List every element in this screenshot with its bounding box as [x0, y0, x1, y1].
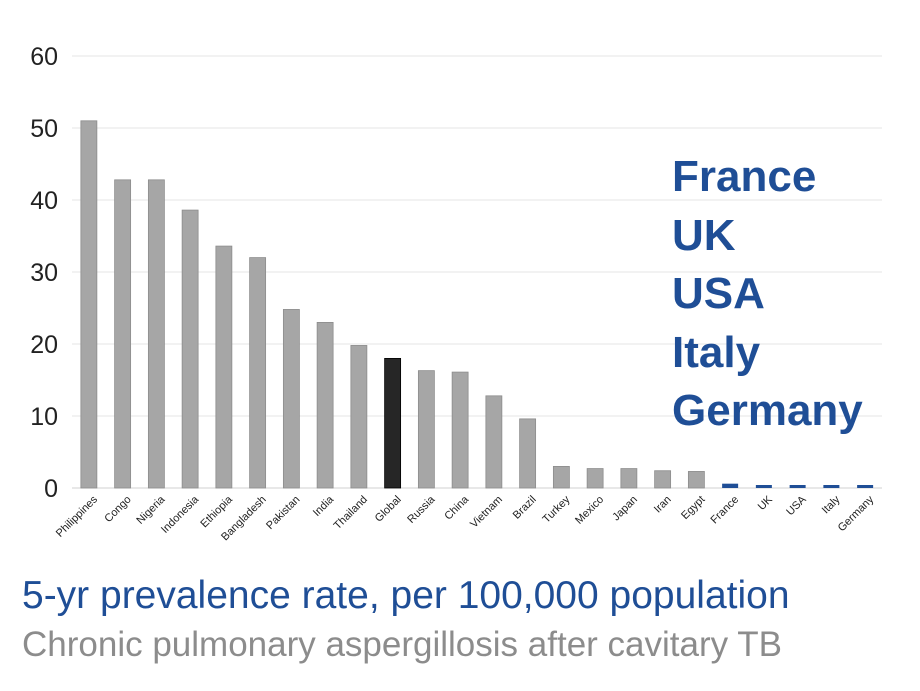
bar-iran: [654, 470, 672, 489]
x-tick-label: Turkey: [541, 493, 573, 525]
bar-russia: [417, 370, 435, 489]
x-tick-label: Iran: [652, 494, 674, 516]
y-axis-tick-labels: 0 10 20 30 40 50 60: [30, 43, 58, 503]
bar-global: [384, 357, 402, 489]
x-tick-label: Indonesia: [159, 493, 202, 536]
bar-mexico: [586, 468, 604, 489]
x-tick-label: Egypt: [679, 494, 707, 522]
x-tick-label: Mexico: [573, 494, 606, 527]
chart-caption-main: 5-yr prevalence rate, per 100,000 popula…: [22, 574, 790, 617]
bar-india: [316, 321, 334, 489]
x-tick-label: Thailand: [332, 494, 370, 532]
x-tick-label: Congo: [102, 494, 133, 525]
x-tick-label: Philippines: [54, 493, 100, 539]
callout-country: UK: [672, 210, 736, 260]
x-tick-label: USA: [784, 493, 809, 518]
bar-pakistan: [282, 309, 300, 489]
y-tick-label: 20: [30, 331, 58, 359]
gridlines: [72, 55, 882, 489]
bar-bangladesh: [249, 257, 267, 489]
y-tick-label: 60: [30, 43, 58, 71]
bar-france: [722, 483, 739, 488]
x-tick-label: India: [311, 493, 337, 519]
bar-ethiopia: [215, 245, 233, 489]
bar-japan: [620, 468, 638, 489]
x-tick-label: Global: [373, 494, 404, 525]
bar-philippines: [80, 120, 98, 489]
bar-uk: [755, 485, 772, 488]
bar-nigeria: [147, 179, 165, 489]
bar-china: [451, 371, 469, 489]
y-tick-label: 10: [30, 403, 58, 431]
callout-country: Germany: [672, 386, 863, 435]
x-tick-label: Vietnam: [468, 494, 505, 531]
bar-italy: [823, 485, 840, 488]
x-tick-label: Pakistan: [264, 494, 302, 532]
bar-usa: [789, 485, 806, 488]
chart-caption-sub: Chronic pulmonary aspergillosis after ca…: [22, 625, 782, 664]
bar-turkey: [552, 465, 570, 489]
bar-brazil: [519, 418, 537, 489]
y-tick-label: 0: [44, 475, 58, 503]
x-tick-label: UK: [756, 493, 776, 513]
bar-congo: [114, 179, 132, 489]
callout-country-list: France UK USA Italy Germany: [672, 148, 863, 441]
x-tick-label: Russia: [405, 493, 438, 526]
bar-germany: [857, 485, 874, 488]
bar-indonesia: [181, 209, 199, 489]
x-tick-label: Nigeria: [134, 493, 168, 527]
x-tick-label: France: [709, 494, 742, 527]
callout-country: Italy: [672, 327, 761, 377]
x-tick-label: Germany: [836, 493, 877, 534]
bar-egypt: [687, 471, 705, 489]
x-tick-label: Italy: [820, 493, 843, 516]
y-tick-label: 50: [30, 115, 58, 143]
callout-country: USA: [672, 269, 765, 318]
x-tick-label: Brazil: [511, 494, 539, 522]
x-tick-label: Japan: [610, 494, 640, 524]
x-tick-label: China: [442, 493, 471, 522]
bar-thailand: [350, 345, 368, 489]
bar-vietnam: [485, 395, 503, 489]
y-tick-label: 30: [30, 259, 58, 287]
bars: [80, 120, 874, 489]
y-tick-label: 40: [30, 187, 58, 215]
callout-country: France: [672, 152, 817, 201]
x-axis-tick-labels: Philippines Congo NigeriaIndonesiaEthiopia…: [54, 493, 877, 543]
